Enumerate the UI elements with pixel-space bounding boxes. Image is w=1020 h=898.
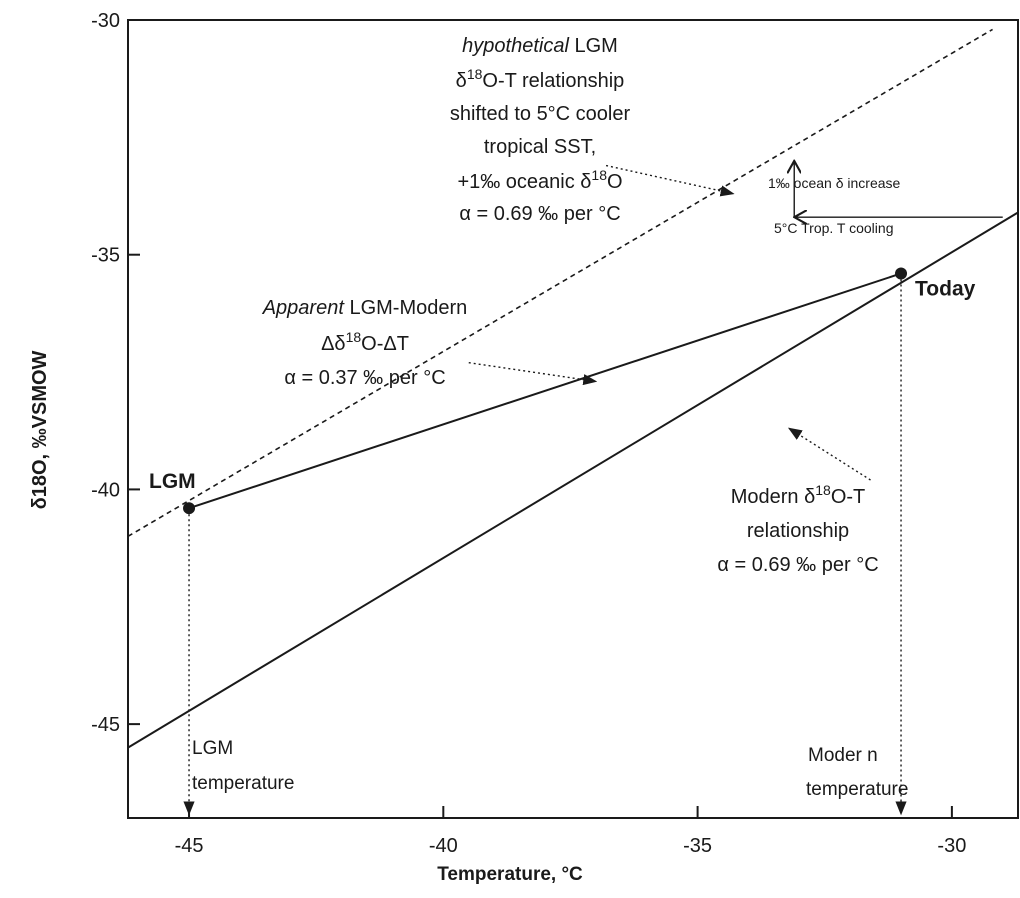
svg-text:relationship: relationship [747,520,849,542]
lgm-temperature-label-2: temperature [192,773,294,794]
x-tick-label: -35 [683,835,712,857]
y-axis-ticks: -30 -35 -40 -45 [91,10,140,736]
annotation-hypothetical: hypothetical LGM δ18O-T relationship shi… [450,35,631,225]
x-axis-title: Temperature, °C [437,864,583,885]
today-point-label: Today [915,277,976,300]
annotation-apparent: Apparent LGM-Modern Δδ18O-ΔT α = 0.37 ‰ … [262,297,468,389]
trop-cooling-label: 5°C Trop. T cooling [774,220,893,236]
annotation-modern: Modern δ18O-T relationship α = 0.69 ‰ pe… [717,482,878,576]
svg-text:α = 0.69 ‰ per °C: α = 0.69 ‰ per °C [717,554,878,576]
lgm-point [183,502,196,515]
y-tick-label: -40 [91,479,120,501]
ocean-increase-label: 1‰ ocean δ increase [768,175,901,191]
svg-text:δ18O-T relationship: δ18O-T relationship [456,66,625,92]
svg-text:tropical SST,: tropical SST, [484,136,596,158]
today-point [895,267,908,280]
modern-temperature-label-1: Moder n [808,745,878,766]
svg-text:+1‰ oceanic δ18O: +1‰ oceanic δ18O [457,167,622,193]
x-tick-label: -30 [937,835,966,857]
modern-pointer [787,427,871,481]
x-tick-label: -45 [175,835,204,857]
plot-frame [127,19,1019,819]
svg-text:shifted to 5°C cooler: shifted to 5°C cooler [450,103,631,125]
points-layer: LGM Today [149,267,976,515]
x-tick-label: -40 [429,835,458,857]
svg-text:α = 0.69 ‰ per °C: α = 0.69 ‰ per °C [459,203,620,225]
modern-temperature-label-2: temperature [806,779,908,800]
y-axis-title: δ18O, ‰VSMOW [29,350,51,509]
svg-text:α = 0.37 ‰ per °C: α = 0.37 ‰ per °C [284,367,445,389]
guide-lines [183,161,1003,816]
lgm-temperature-label-1: LGM [192,738,233,759]
apparent-pointer [468,361,598,386]
hypothetical-pointer [605,164,735,197]
y-tick-label: -30 [91,10,120,32]
modern-line [127,211,1019,749]
lgm-point-label: LGM [149,470,196,493]
svg-text:Apparent LGM-Modern: Apparent LGM-Modern [262,297,468,319]
series-layer [127,28,1019,749]
apparent-line [188,272,902,510]
svg-text:Δδ18O-ΔT: Δδ18O-ΔT [321,329,409,355]
svg-text:Modern δ18O-T: Modern δ18O-T [731,482,866,508]
svg-text:hypothetical LGM: hypothetical LGM [462,35,618,57]
y-tick-label: -35 [91,245,120,267]
x-axis-ticks: -45 -40 -35 -30 [175,806,966,857]
y-tick-label: -45 [91,714,120,736]
